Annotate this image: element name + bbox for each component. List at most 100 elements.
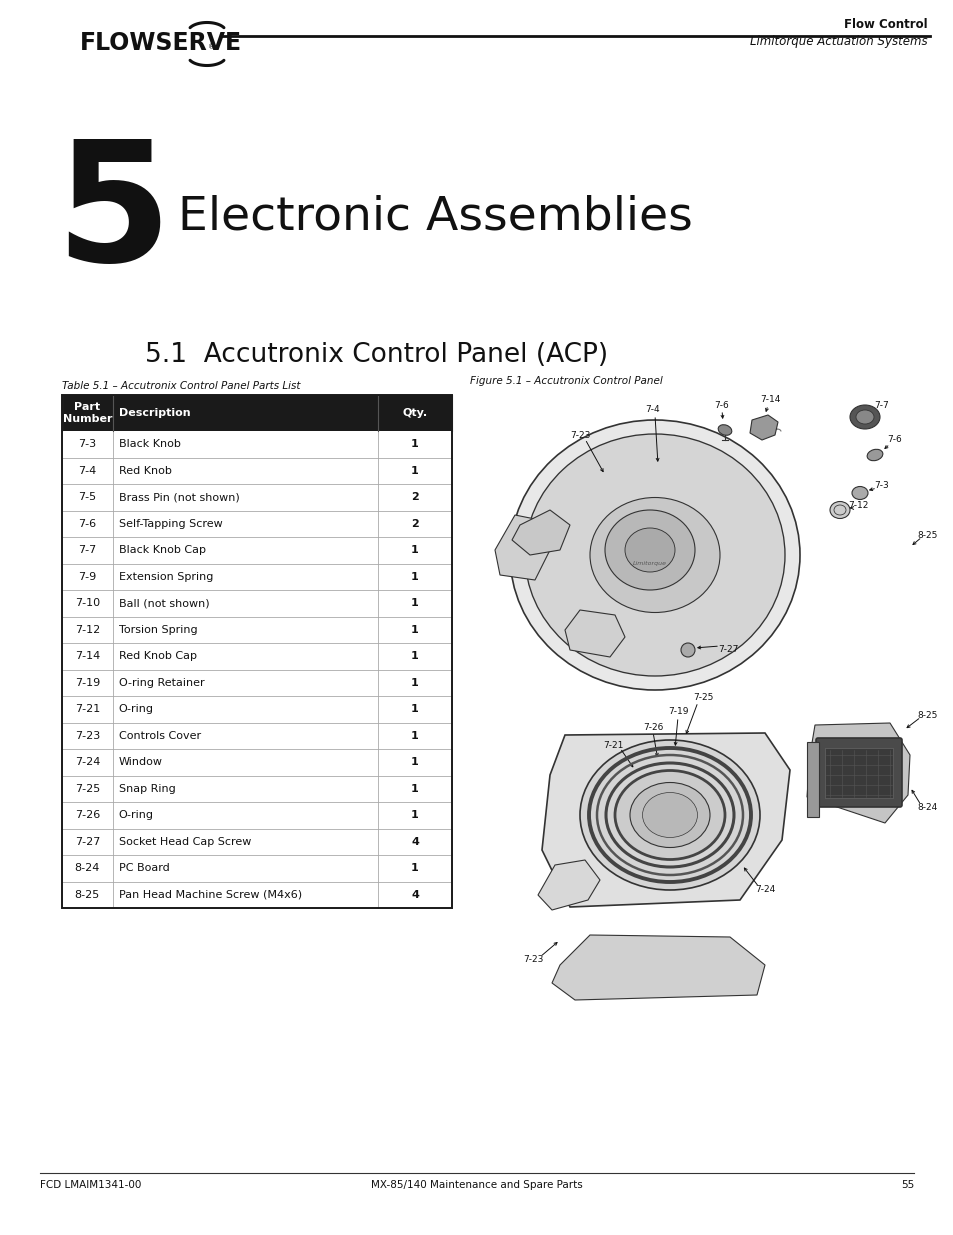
Circle shape <box>680 643 695 657</box>
Text: O-ring: O-ring <box>118 704 153 714</box>
Text: 1: 1 <box>411 731 418 741</box>
Bar <box>62 484 452 510</box>
Text: Qty.: Qty. <box>402 408 427 417</box>
Text: Black Knob: Black Knob <box>118 440 180 450</box>
Text: Red Knob Cap: Red Knob Cap <box>118 651 196 661</box>
Text: 7-21: 7-21 <box>74 704 100 714</box>
Text: 7-6: 7-6 <box>886 436 902 445</box>
Text: 7-26: 7-26 <box>642 722 662 731</box>
Text: 2: 2 <box>411 519 418 529</box>
Text: Extension Spring: Extension Spring <box>118 572 213 582</box>
Text: 1: 1 <box>411 704 418 714</box>
Text: 7-25: 7-25 <box>74 784 100 794</box>
Text: 1: 1 <box>411 466 418 475</box>
Text: MX-85/140 Maintenance and Spare Parts: MX-85/140 Maintenance and Spare Parts <box>371 1179 582 1191</box>
Polygon shape <box>564 610 624 657</box>
Text: 7-4: 7-4 <box>78 466 96 475</box>
Bar <box>62 457 452 484</box>
Text: Socket Head Cap Screw: Socket Head Cap Screw <box>118 837 251 847</box>
Text: 7-19: 7-19 <box>667 708 687 716</box>
Bar <box>62 563 452 590</box>
Text: 7-23: 7-23 <box>522 956 542 965</box>
Text: 5.1  Accutronix Control Panel (ACP): 5.1 Accutronix Control Panel (ACP) <box>145 342 607 368</box>
Text: 55: 55 <box>900 1179 913 1191</box>
Ellipse shape <box>510 420 800 690</box>
Text: Figure 5.1 – Accutronix Control Panel: Figure 5.1 – Accutronix Control Panel <box>470 375 662 387</box>
Ellipse shape <box>579 740 760 890</box>
Text: 7-3: 7-3 <box>874 480 888 489</box>
Bar <box>62 510 452 537</box>
Text: 4: 4 <box>411 889 418 900</box>
Text: 1: 1 <box>411 651 418 661</box>
Text: 7-14: 7-14 <box>759 395 780 405</box>
Bar <box>62 590 452 616</box>
Text: 7-25: 7-25 <box>692 693 713 701</box>
Text: 7-6: 7-6 <box>714 400 729 410</box>
Polygon shape <box>806 722 909 823</box>
Text: 1: 1 <box>411 440 418 450</box>
Text: Self-Tapping Screw: Self-Tapping Screw <box>118 519 222 529</box>
Text: 8-24: 8-24 <box>74 863 100 873</box>
Polygon shape <box>512 510 569 555</box>
Text: 7-10: 7-10 <box>74 598 100 609</box>
Ellipse shape <box>604 510 695 590</box>
Bar <box>62 882 452 908</box>
Text: Controls Cover: Controls Cover <box>118 731 201 741</box>
Text: 7-23: 7-23 <box>569 431 590 440</box>
Ellipse shape <box>866 450 882 461</box>
Bar <box>62 722 452 748</box>
Text: 7-27: 7-27 <box>717 646 738 655</box>
Polygon shape <box>749 415 778 440</box>
Ellipse shape <box>718 425 731 435</box>
Text: Limitorque Actuation Systems: Limitorque Actuation Systems <box>750 36 927 48</box>
Text: Black Knob Cap: Black Knob Cap <box>118 545 206 556</box>
Text: Electronic Assemblies: Electronic Assemblies <box>178 194 692 240</box>
Text: Torsion Spring: Torsion Spring <box>118 625 197 635</box>
Text: Brass Pin (not shown): Brass Pin (not shown) <box>118 493 239 503</box>
Text: 1: 1 <box>411 625 418 635</box>
Text: 8-25: 8-25 <box>917 531 937 540</box>
Text: 1: 1 <box>411 863 418 873</box>
Text: 7-27: 7-27 <box>74 837 100 847</box>
Text: 7-3: 7-3 <box>78 440 96 450</box>
Text: 1: 1 <box>411 572 418 582</box>
Text: ®: ® <box>208 44 214 49</box>
Text: 7-5: 7-5 <box>78 493 96 503</box>
Text: 7-19: 7-19 <box>74 678 100 688</box>
Ellipse shape <box>589 498 720 613</box>
Ellipse shape <box>829 501 849 519</box>
Ellipse shape <box>624 529 675 572</box>
Text: Red Knob: Red Knob <box>118 466 172 475</box>
Text: PC Board: PC Board <box>118 863 170 873</box>
Text: Window: Window <box>118 757 163 767</box>
Ellipse shape <box>524 433 784 676</box>
Ellipse shape <box>641 793 697 837</box>
Text: 8-25: 8-25 <box>74 889 100 900</box>
Polygon shape <box>541 734 789 906</box>
Bar <box>62 776 452 802</box>
Polygon shape <box>495 515 550 580</box>
Text: 1: 1 <box>411 810 418 820</box>
Text: 7-9: 7-9 <box>78 572 96 582</box>
Text: Ball (not shown): Ball (not shown) <box>118 598 209 609</box>
Text: 7-12: 7-12 <box>847 500 867 510</box>
Text: 7-7: 7-7 <box>874 400 888 410</box>
Text: 5: 5 <box>55 133 171 296</box>
Ellipse shape <box>615 771 724 860</box>
Bar <box>62 748 452 776</box>
Text: 7-23: 7-23 <box>74 731 100 741</box>
Text: 7-7: 7-7 <box>78 545 96 556</box>
Bar <box>62 697 452 722</box>
Bar <box>62 802 452 829</box>
Text: 8-25: 8-25 <box>917 710 937 720</box>
Text: 2: 2 <box>411 493 418 503</box>
Bar <box>62 395 452 908</box>
Text: 1: 1 <box>411 757 418 767</box>
Bar <box>62 616 452 643</box>
Text: 7-14: 7-14 <box>74 651 100 661</box>
FancyBboxPatch shape <box>815 739 901 806</box>
Text: 1: 1 <box>411 784 418 794</box>
Text: 1: 1 <box>411 545 418 556</box>
Text: FLOWSERVE: FLOWSERVE <box>80 31 242 56</box>
Ellipse shape <box>849 405 879 429</box>
